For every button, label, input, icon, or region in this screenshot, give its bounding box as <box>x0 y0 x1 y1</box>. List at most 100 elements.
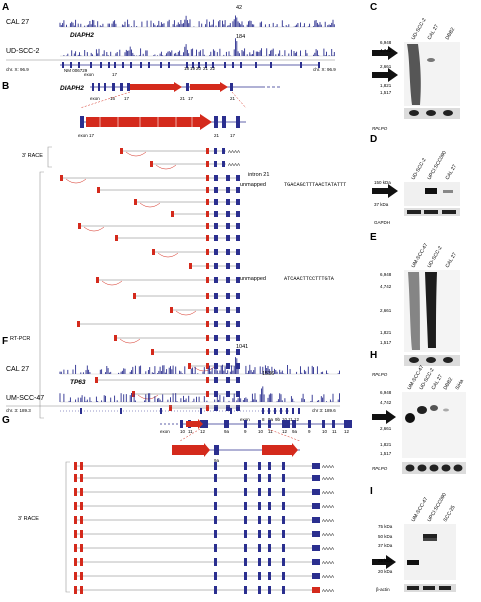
read-segment <box>206 235 209 241</box>
panel-b-polya-1: AAAA <box>228 149 240 154</box>
read-segment <box>282 516 285 524</box>
exon-block <box>308 420 311 428</box>
read-segment <box>258 516 261 524</box>
read-segment <box>244 530 247 538</box>
panel-h-band-1 <box>405 413 415 423</box>
read-segment <box>226 335 230 341</box>
read-segment <box>188 363 191 369</box>
panel-c-lane-1: UD-SCC-2 <box>411 17 428 41</box>
panel-f-coord-left: chr. 3: 189.3 <box>6 408 31 413</box>
exon-block <box>92 83 94 91</box>
panel-d-loading-band-2 <box>424 210 438 214</box>
panel-b-intron-label: intron 21 <box>248 172 269 178</box>
read-segment <box>214 277 218 283</box>
read-segment <box>80 572 83 580</box>
panel-i-loading-band-1 <box>407 586 419 590</box>
panel-a-letter: A <box>2 2 9 13</box>
read-segment <box>80 530 83 538</box>
read-segment <box>312 517 320 523</box>
panel-d-lane-1: UD-SCC-2 <box>411 157 428 181</box>
read-splice-arc <box>139 202 161 208</box>
panel-f-exon-10: 10 <box>282 417 288 422</box>
panel-e-marker-1: 6,948 <box>380 272 392 277</box>
read-segment <box>214 349 218 355</box>
read-segment <box>214 391 218 397</box>
read-segment <box>258 544 261 552</box>
exon-block <box>298 408 300 414</box>
read-segment <box>214 502 217 510</box>
read-segment <box>268 488 271 496</box>
read-segment <box>214 211 218 217</box>
exon-block <box>244 420 247 428</box>
panel-g-exon-9a: 9a <box>224 429 230 434</box>
panel-i-lane-3: SCC-25 <box>443 504 457 523</box>
read-segment <box>170 307 173 313</box>
read-segment <box>206 175 209 181</box>
read-segment <box>312 475 320 481</box>
exon-block <box>205 62 207 68</box>
read-segment <box>80 474 83 482</box>
read-segment <box>244 516 247 524</box>
read-segment <box>214 530 217 538</box>
panel-g-exon-9: 9 <box>244 429 247 434</box>
panel-f-exon-11: 11 <box>288 417 293 422</box>
read-segment <box>80 502 83 510</box>
panel-c-lane-2: CAL 27 <box>427 24 441 41</box>
exon-block <box>160 62 162 68</box>
exon-block <box>78 62 80 68</box>
race-bracket <box>47 146 52 168</box>
panel-f-exon-9b: 9b <box>275 417 281 422</box>
read-segment <box>258 488 261 496</box>
panel-a-track1-coverage <box>59 15 335 28</box>
read-segment <box>226 349 230 355</box>
read-splice-arc <box>155 164 177 170</box>
read-segment <box>226 223 230 229</box>
panel-i: I UM-SCC-47 UPCI:SCC090 SCC-25 75 kDa 50… <box>370 486 457 592</box>
polya-label: AAAA <box>322 518 334 523</box>
panel-c-marker-3: 2,661 <box>380 64 392 69</box>
panel-g-exon-11: 11 <box>188 429 193 434</box>
read-segment <box>282 462 285 470</box>
read-segment <box>206 363 209 369</box>
read-segment <box>268 516 271 524</box>
read-segment <box>214 223 218 229</box>
zoom-exon17b-label: 17 <box>230 133 236 138</box>
panel-a-track2-label: UD-SCC-2 <box>6 48 40 55</box>
read-segment <box>236 391 240 397</box>
read-segment <box>236 249 240 255</box>
panel-e-loading-band-2 <box>426 357 436 363</box>
read-splice-arc <box>119 338 141 344</box>
panel-c-marker-5: 1,517 <box>380 90 392 95</box>
read-splice-arc <box>157 252 179 258</box>
read-segment <box>312 503 320 509</box>
g-zoom-left <box>179 428 201 442</box>
polya-label: AAAA <box>322 560 334 565</box>
read-segment <box>214 462 217 470</box>
read-segment <box>214 405 218 411</box>
panel-b-exon-label: exon <box>90 96 100 101</box>
read-segment <box>206 349 209 355</box>
panel-b-fusion-arrow-2 <box>190 82 228 92</box>
panel-g-exon-11c: 11 <box>332 429 337 434</box>
panel-h-band-3 <box>430 405 438 411</box>
read-segment <box>226 307 230 313</box>
read-segment <box>214 377 218 383</box>
panel-f-track1-label: CAL 27 <box>6 366 29 373</box>
read-segment <box>226 211 230 217</box>
read-segment <box>258 474 261 482</box>
read-segment <box>236 405 240 411</box>
read-segment <box>206 307 209 313</box>
panel-b-exon-17: 17 <box>124 96 130 101</box>
read-segment <box>236 223 240 229</box>
exon-block <box>198 62 200 68</box>
exon-block <box>268 408 270 414</box>
read-segment <box>74 586 77 594</box>
read-segment <box>282 586 285 594</box>
panel-b-polya-2: AAAA <box>228 162 240 167</box>
read-segment <box>60 175 63 181</box>
read-segment <box>206 161 209 167</box>
panel-b-race-reads <box>120 148 226 170</box>
panel-e-marker-4: 1,821 <box>380 330 392 335</box>
read-segment <box>206 148 209 154</box>
panel-a-track1-label: CAL 27 <box>6 19 29 26</box>
